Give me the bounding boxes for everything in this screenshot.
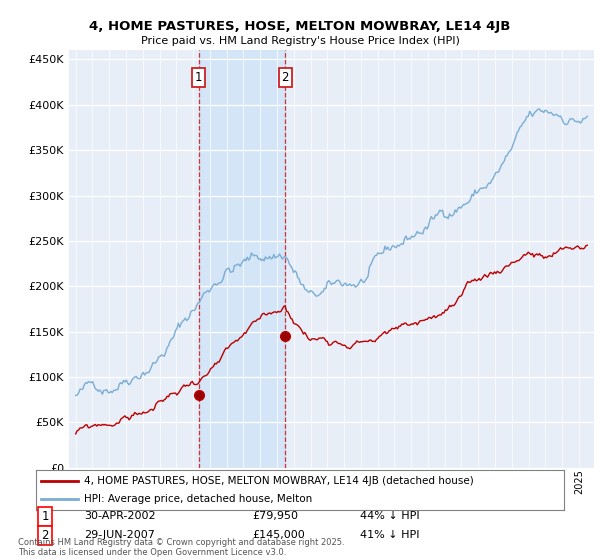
Text: 2: 2 xyxy=(41,529,49,542)
Text: £145,000: £145,000 xyxy=(252,530,305,540)
Text: 1: 1 xyxy=(41,510,49,523)
Text: Price paid vs. HM Land Registry's House Price Index (HPI): Price paid vs. HM Land Registry's House … xyxy=(140,36,460,46)
Text: 4, HOME PASTURES, HOSE, MELTON MOWBRAY, LE14 4JB: 4, HOME PASTURES, HOSE, MELTON MOWBRAY, … xyxy=(89,20,511,32)
Text: HPI: Average price, detached house, Melton: HPI: Average price, detached house, Melt… xyxy=(83,493,312,503)
Text: 4, HOME PASTURES, HOSE, MELTON MOWBRAY, LE14 4JB (detached house): 4, HOME PASTURES, HOSE, MELTON MOWBRAY, … xyxy=(83,477,473,487)
Text: 2: 2 xyxy=(281,71,289,84)
Text: Contains HM Land Registry data © Crown copyright and database right 2025.
This d: Contains HM Land Registry data © Crown c… xyxy=(18,538,344,557)
Text: 30-APR-2002: 30-APR-2002 xyxy=(84,511,155,521)
Text: 44% ↓ HPI: 44% ↓ HPI xyxy=(360,511,419,521)
Text: 29-JUN-2007: 29-JUN-2007 xyxy=(84,530,155,540)
Text: 1: 1 xyxy=(195,71,202,84)
Text: £79,950: £79,950 xyxy=(252,511,298,521)
Bar xyxy=(199,50,286,468)
Text: 41% ↓ HPI: 41% ↓ HPI xyxy=(360,530,419,540)
